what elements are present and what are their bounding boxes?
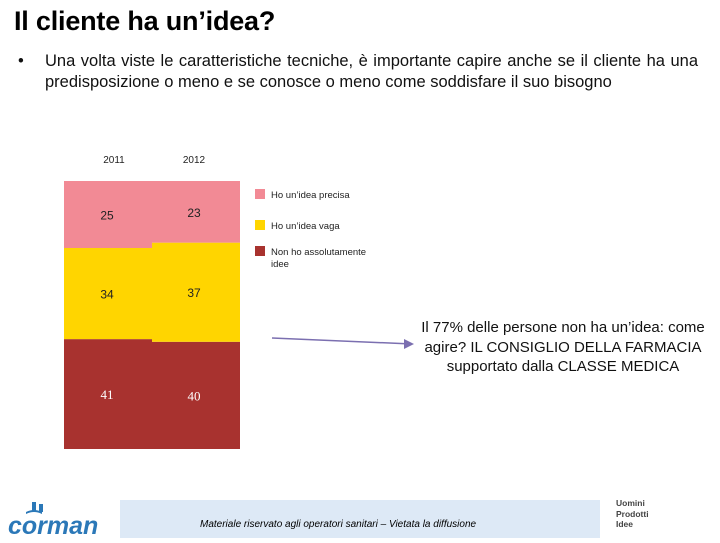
- legend-swatch: [255, 189, 265, 199]
- data-label: 41: [101, 387, 114, 402]
- logo-text: corman: [8, 512, 98, 538]
- bar-segment: [152, 341, 240, 449]
- data-label: 40: [188, 388, 201, 403]
- category-label: 2012: [183, 155, 206, 166]
- callout-arrow: [271, 337, 414, 349]
- page-title: Il cliente ha un’idea?: [14, 6, 276, 36]
- bullet-dot: •: [18, 52, 24, 70]
- corman-logo: corman: [6, 500, 118, 543]
- chart-bars: [64, 181, 240, 449]
- category-label: 2011: [103, 155, 125, 166]
- data-label: 34: [100, 288, 114, 302]
- data-label: 23: [187, 206, 201, 220]
- bullet-point: • Una volta viste le caratteristiche tec…: [18, 51, 698, 93]
- footer-note: Materiale riservato agli operatori sanit…: [200, 519, 477, 530]
- legend-label: Ho un’idea vaga: [271, 221, 340, 232]
- brand-mark: Uomini Prodotti Idee: [616, 498, 676, 530]
- logo-mark-icon: [26, 502, 43, 514]
- bar-segment: [64, 248, 152, 340]
- chart-value-labels: 41 34 25 40 37 23: [100, 206, 201, 404]
- bar-segment: [152, 242, 240, 342]
- brand-line: Idee: [616, 519, 634, 529]
- legend-label: idee: [271, 259, 289, 270]
- legend-swatch: [255, 246, 265, 256]
- chart-category-labels: 2011 2012: [103, 155, 205, 166]
- bar-segment: [152, 181, 240, 243]
- data-label: 25: [100, 209, 114, 223]
- legend-label: Ho un’idea precisa: [271, 190, 350, 201]
- chart-legend: Ho un’idea precisa Ho un’idea vaga Non ho …: [255, 189, 366, 270]
- footer-band: [120, 500, 600, 538]
- legend-swatch: [255, 220, 265, 230]
- brand-line: Uomini: [616, 498, 645, 508]
- brand-line: Prodotti: [616, 508, 649, 519]
- bullet-text: Una volta viste le caratteristiche tecni…: [45, 52, 698, 91]
- callout-text: Il 77% delle persone non ha un’idea: com…: [421, 319, 705, 375]
- legend-label: Non ho assolutamente: [271, 247, 366, 258]
- bar-segment: [64, 339, 152, 449]
- data-label: 37: [187, 286, 201, 300]
- bar-segment: [64, 181, 152, 248]
